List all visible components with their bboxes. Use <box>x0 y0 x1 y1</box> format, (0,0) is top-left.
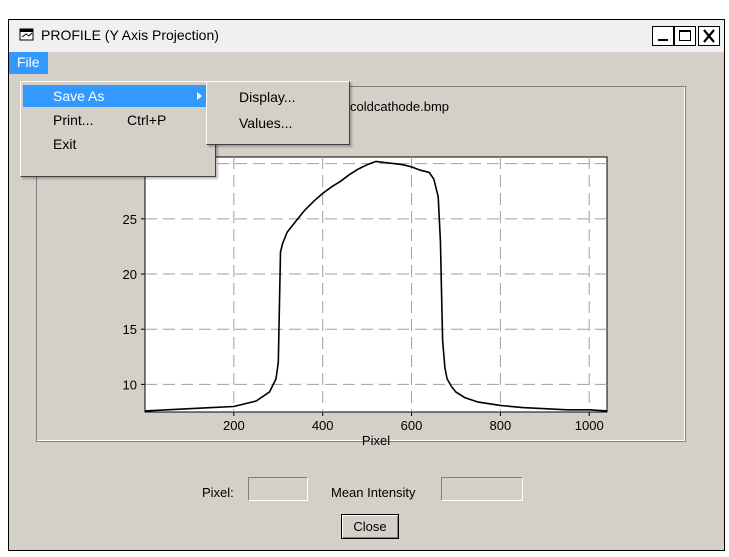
plot-group-box <box>36 86 686 442</box>
y-tick-label: 25 <box>123 212 137 227</box>
close-button[interactable]: Close <box>341 514 399 539</box>
menu-item-display[interactable]: Display... <box>209 86 347 108</box>
pixel-label: Pixel: <box>202 485 234 500</box>
y-tick-label: 15 <box>123 322 137 337</box>
x-tick-label: 1000 <box>575 418 604 433</box>
menu-item-save-as-label: Save As <box>53 88 105 104</box>
x-axis-label: Pixel <box>362 433 390 448</box>
menu-item-values-label: Values... <box>239 115 293 131</box>
minimize-icon <box>658 39 668 41</box>
app-icon <box>19 28 34 41</box>
close-button-label: Close <box>353 519 387 534</box>
plot-title-filename: coldcathode.bmp <box>350 99 450 114</box>
y-tick-label: 20 <box>123 267 137 282</box>
x-tick-label: 200 <box>223 418 245 433</box>
profile-series-line <box>144 160 608 412</box>
menu-file[interactable]: File <box>9 52 48 74</box>
close-icon <box>703 29 715 43</box>
x-tick-label: 400 <box>312 418 334 433</box>
menu-item-print[interactable]: Print... Ctrl+P <box>23 109 213 131</box>
close-window-button[interactable] <box>698 26 720 46</box>
minimize-button[interactable] <box>652 26 674 46</box>
title-bar[interactable]: PROFILE (Y Axis Projection) <box>9 20 724 52</box>
menu-item-exit-label: Exit <box>53 136 77 152</box>
x-tick-label: 800 <box>490 418 512 433</box>
maximize-icon <box>679 30 691 41</box>
y-tick-label: 10 <box>123 377 137 392</box>
mean-intensity-label: Mean Intensity <box>331 485 416 500</box>
file-menu-dropdown: Save As Print... Ctrl+P Exit <box>20 81 216 177</box>
menu-item-save-as[interactable]: Save As <box>23 85 213 107</box>
maximize-button[interactable] <box>674 26 696 46</box>
menu-item-values[interactable]: Values... <box>209 112 347 134</box>
pixel-field <box>248 477 308 501</box>
save-as-submenu: Display... Values... <box>206 81 350 145</box>
window-title: PROFILE (Y Axis Projection) <box>41 27 219 43</box>
menu-bar: File <box>9 52 724 74</box>
plot-area <box>144 156 608 413</box>
submenu-arrow-icon <box>197 92 202 100</box>
x-tick-label: 600 <box>401 418 423 433</box>
menu-item-exit[interactable]: Exit <box>23 133 213 155</box>
menu-item-display-label: Display... <box>239 89 296 105</box>
menu-item-print-shortcut: Ctrl+P <box>127 112 167 128</box>
menu-item-print-label: Print... <box>53 112 94 128</box>
mean-intensity-field <box>441 477 523 501</box>
